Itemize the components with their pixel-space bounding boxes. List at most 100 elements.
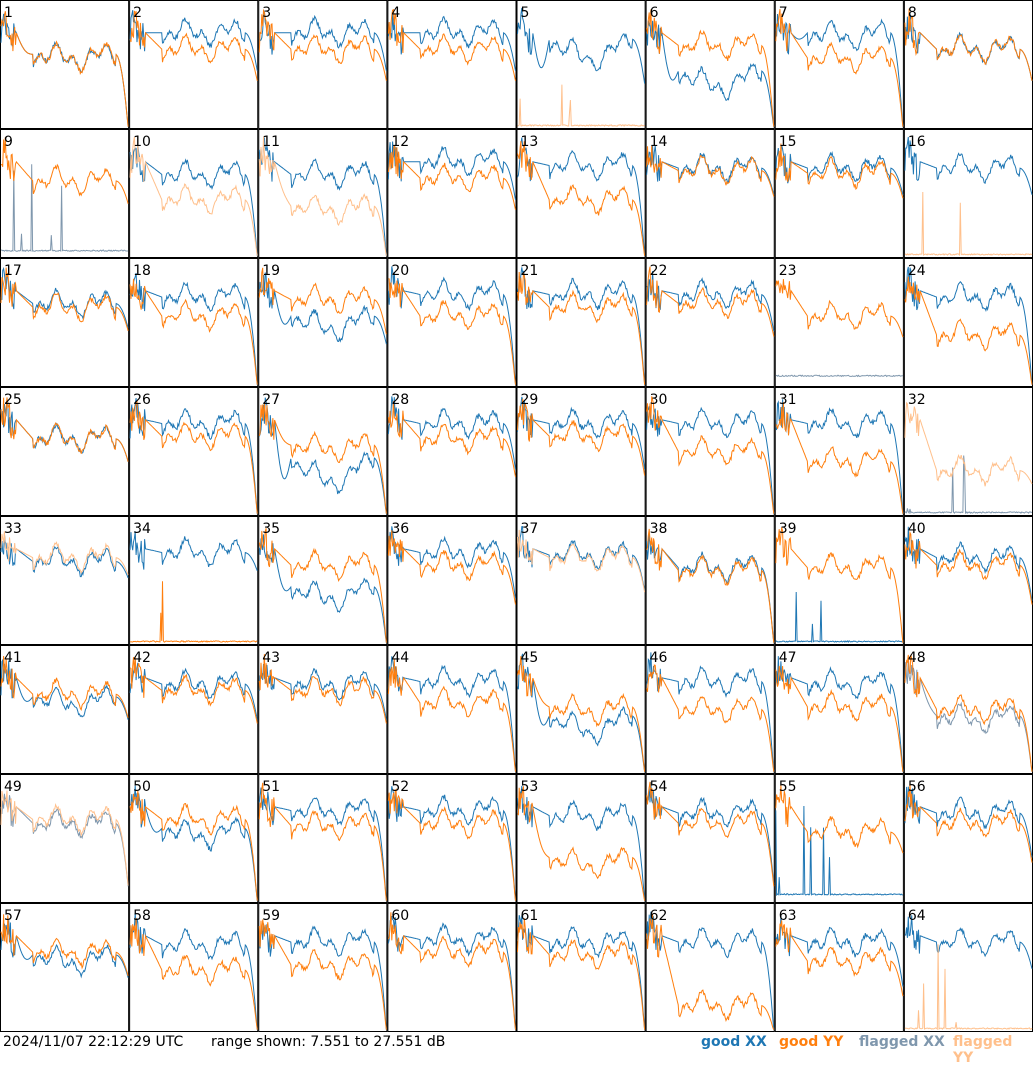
panel-frame <box>129 387 259 516</box>
panel-label: 64 <box>908 908 926 924</box>
series-xx-panel-36 <box>388 526 516 599</box>
series-xx-panel-54 <box>646 782 775 885</box>
series-yy-panel-42 <box>129 656 258 724</box>
panel-label: 28 <box>391 392 409 408</box>
panel-26: 26 <box>129 387 259 516</box>
panel-46: 46 <box>645 645 775 774</box>
series-yy-panel-30 <box>646 396 775 514</box>
panel-frame <box>903 903 1033 1032</box>
series-yy-panel-33 <box>0 531 129 576</box>
series-yy-panel-36 <box>387 530 516 605</box>
panel-frame <box>258 0 388 129</box>
panel-frame <box>774 129 904 258</box>
series-yy-panel-12 <box>387 145 516 210</box>
panel-label: 46 <box>650 650 668 666</box>
series-yy-panel-24 <box>904 276 1033 385</box>
series-xx-panel-32 <box>904 455 1033 515</box>
series-yy-panel-10 <box>129 136 258 256</box>
panel-47: 47 <box>774 645 904 774</box>
panel-59: 59 <box>258 903 388 1032</box>
series-yy-panel-23 <box>775 279 904 338</box>
panel-label: 39 <box>779 521 797 537</box>
series-yy-panel-17 <box>0 267 129 332</box>
panel-12: 12 <box>387 129 517 258</box>
panel-frame <box>516 258 646 387</box>
panel-label: 17 <box>4 263 22 279</box>
series-yy-panel-44 <box>387 658 516 772</box>
panel-10: 10 <box>129 129 259 258</box>
series-xx-panel-41 <box>0 658 129 720</box>
series-xx-panel-49 <box>0 793 129 887</box>
series-xx-panel-12 <box>387 141 516 200</box>
series-xx-panel-59 <box>258 923 387 1030</box>
panel-frame <box>258 258 388 387</box>
panel-label: 41 <box>4 650 22 666</box>
panel-1: 1 <box>0 0 130 129</box>
series-yy-panel-11 <box>258 136 387 256</box>
series-yy-panel-56 <box>904 782 1033 863</box>
series-yy-panel-8 <box>904 8 1033 81</box>
series-yy-panel-21 <box>517 271 646 385</box>
series-yy-panel-61 <box>517 918 646 1030</box>
panel-label: 56 <box>908 779 926 795</box>
legend-flagged-yy: flagged YY <box>953 1034 1013 1066</box>
legend-flagged-xx: flagged XX <box>859 1034 945 1050</box>
panel-label: 57 <box>4 908 22 924</box>
panel-label: 8 <box>908 5 917 21</box>
series-yy-panel-19 <box>258 267 387 335</box>
panel-frame <box>903 258 1033 387</box>
series-yy-panel-1 <box>0 11 129 127</box>
panel-63: 63 <box>774 903 904 1032</box>
series-xx-panel-61 <box>517 914 646 1030</box>
panel-frame <box>0 774 130 903</box>
panel-56: 56 <box>903 774 1033 903</box>
panel-label: 24 <box>908 263 926 279</box>
panel-frame <box>0 645 130 774</box>
series-xx-panel-15 <box>775 145 904 195</box>
panel-label: 12 <box>391 134 409 150</box>
series-xx-panel-52 <box>387 786 516 901</box>
panel-label: 1 <box>4 5 13 21</box>
series-xx-panel-38 <box>646 533 775 643</box>
panel-label: 27 <box>262 392 280 408</box>
series-xx-panel-21 <box>517 267 646 385</box>
panel-frame <box>387 516 517 645</box>
panel-64: 64 <box>903 903 1033 1032</box>
panel-51: 51 <box>258 774 388 903</box>
panel-label: 53 <box>521 779 539 795</box>
panel-label: 14 <box>650 134 668 150</box>
panel-label: 3 <box>262 5 271 21</box>
panel-frame <box>129 903 259 1032</box>
series-xx-panel-35 <box>258 534 387 643</box>
panel-label: 2 <box>133 5 142 21</box>
series-xx-panel-28 <box>387 396 516 470</box>
series-xx-panel-62 <box>646 911 775 1030</box>
series-yy-panel-58 <box>129 917 258 1030</box>
panel-17: 17 <box>0 258 130 387</box>
series-xx-panel-4 <box>387 11 516 71</box>
panel-50: 50 <box>129 774 259 903</box>
series-xx-panel-2 <box>129 10 258 71</box>
panel-40: 40 <box>903 516 1033 645</box>
panel-frame <box>903 774 1033 903</box>
series-yy-panel-2 <box>129 10 258 81</box>
series-xx-panel-31 <box>775 399 904 514</box>
panel-frame <box>645 774 775 903</box>
panel-label: 34 <box>133 521 151 537</box>
panel-frame <box>774 774 904 903</box>
series-yy-panel-50 <box>129 790 258 901</box>
panel-20: 20 <box>387 258 517 387</box>
panel-label: 62 <box>650 908 668 924</box>
panel-32: 32 <box>903 387 1033 516</box>
series-yy-panel-6 <box>646 9 775 127</box>
panel-label: 63 <box>779 908 797 924</box>
series-yy-panel-51 <box>258 782 387 901</box>
series-yy-panel-46 <box>646 664 775 772</box>
panel-15: 15 <box>774 129 904 258</box>
panel-18: 18 <box>129 258 259 387</box>
series-xx-panel-5 <box>517 7 646 84</box>
series-xx-panel-37 <box>517 526 646 591</box>
series-xx-panel-17 <box>0 266 129 329</box>
panel-frame <box>387 774 517 903</box>
